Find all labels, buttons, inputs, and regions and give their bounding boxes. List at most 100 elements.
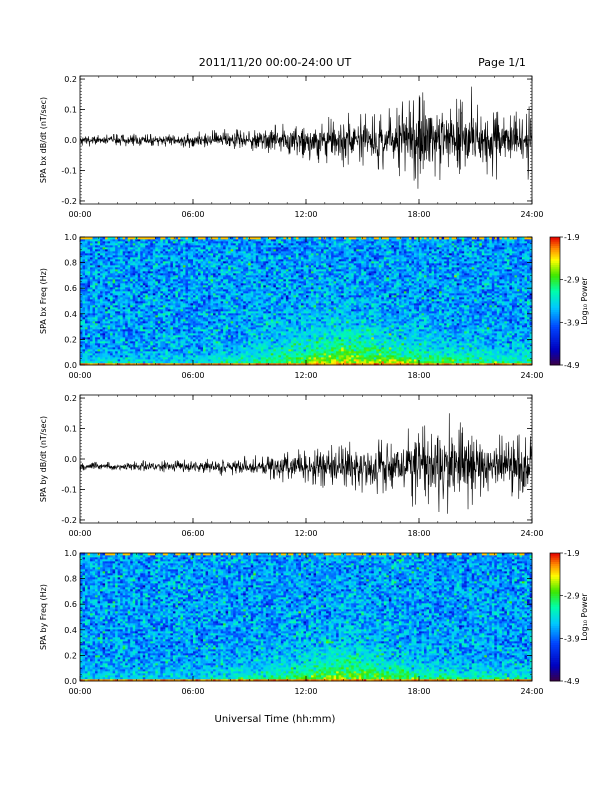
- heatmap-cell: [145, 345, 149, 348]
- heatmap-cell: [260, 323, 264, 326]
- heatmap-cell: [260, 259, 264, 262]
- heatmap-cell: [203, 257, 206, 260]
- heatmap-cell: [90, 269, 93, 272]
- heatmap-cell: [110, 357, 113, 360]
- heatmap-cell: [218, 311, 221, 314]
- heatmap-cell: [172, 267, 176, 270]
- heatmap-cell: [218, 307, 221, 310]
- heatmap-cell: [162, 269, 166, 272]
- heatmap-cell: [162, 311, 166, 314]
- heatmap-cell: [80, 343, 83, 346]
- heatmap-cell: [253, 263, 257, 266]
- heatmap-cell: [240, 251, 244, 254]
- heatmap-cell: [200, 329, 204, 332]
- heatmap-cell: [97, 359, 101, 362]
- heatmap-cell: [187, 291, 191, 294]
- heatmap-cell: [160, 237, 164, 240]
- heatmap-cell: [147, 313, 151, 316]
- heatmap-cell: [97, 239, 101, 242]
- heatmap-cell: [117, 295, 121, 298]
- heatmap-cell: [193, 337, 196, 340]
- heatmap-cell: [167, 333, 171, 336]
- heatmap-cell: [167, 337, 171, 340]
- heatmap-cell: [175, 253, 179, 256]
- heatmap-cell: [195, 285, 199, 288]
- heatmap-cell: [265, 325, 269, 328]
- heatmap-cell: [90, 285, 93, 288]
- heatmap-cell: [135, 361, 139, 364]
- heatmap-cell: [140, 273, 144, 276]
- heatmap-cell: [140, 363, 144, 366]
- heatmap-cell: [233, 255, 237, 258]
- heatmap-cell: [155, 265, 159, 268]
- heatmap-cell: [208, 247, 211, 250]
- heatmap-cell: [105, 351, 108, 354]
- heatmap-cell: [185, 307, 189, 310]
- heatmap-cell: [213, 257, 216, 260]
- heatmap-cell: [243, 341, 247, 344]
- heatmap-cell: [175, 329, 179, 332]
- heatmap-cell: [185, 337, 189, 340]
- heatmap-cell: [82, 243, 86, 246]
- heatmap-cell: [260, 327, 264, 330]
- heatmap-cell: [233, 315, 237, 318]
- heatmap-cell: [225, 343, 229, 346]
- heatmap-cell: [170, 275, 174, 278]
- heatmap-cell: [260, 249, 264, 252]
- heatmap-cell: [255, 339, 259, 342]
- heatmap-cell: [268, 319, 272, 322]
- heatmap-cell: [142, 337, 146, 340]
- heatmap-cell: [87, 267, 91, 270]
- heatmap-cell: [85, 269, 88, 272]
- heatmap-cell: [145, 327, 149, 330]
- heatmap-cell: [147, 247, 151, 250]
- heatmap-cell: [105, 281, 108, 284]
- heatmap-cell: [195, 355, 199, 358]
- heatmap-cell: [180, 309, 184, 312]
- heatmap-cell: [233, 313, 237, 316]
- heatmap-cell: [142, 309, 146, 312]
- heatmap-cell: [137, 335, 141, 338]
- heatmap-cell: [208, 261, 211, 264]
- heatmap-cell: [160, 355, 164, 358]
- heatmap-cell: [125, 351, 129, 354]
- heatmap-cell: [195, 273, 199, 276]
- heatmap-cell: [260, 349, 264, 352]
- heatmap-cell: [240, 311, 244, 314]
- heatmap-cell: [95, 273, 98, 276]
- heatmap-cell: [243, 271, 247, 274]
- heatmap-cell: [248, 331, 252, 334]
- heatmap-cell: [115, 353, 119, 356]
- heatmap-cell: [115, 361, 119, 364]
- heatmap-cell: [130, 353, 134, 356]
- heatmap-cell: [205, 327, 209, 330]
- heatmap-cell: [110, 291, 113, 294]
- heatmap-cell: [198, 303, 201, 306]
- heatmap-cell: [105, 335, 108, 338]
- heatmap-cell: [100, 329, 103, 332]
- heatmap-cell: [82, 299, 86, 302]
- heatmap-cell: [152, 283, 156, 286]
- heatmap-cell: [238, 271, 242, 274]
- heatmap-cell: [182, 237, 186, 240]
- heatmap-cell: [187, 275, 191, 278]
- heatmap-cell: [82, 349, 86, 352]
- heatmap-cell: [132, 331, 136, 334]
- heatmap-cell: [135, 311, 139, 314]
- heatmap-cell: [255, 263, 259, 266]
- heatmap-cell: [107, 281, 111, 284]
- heatmap-cell: [127, 305, 131, 308]
- heatmap-cell: [172, 285, 176, 288]
- heatmap-cell: [120, 317, 124, 320]
- heatmap-cell: [220, 287, 224, 290]
- heatmap-cell: [182, 343, 186, 346]
- heatmap-cell: [265, 341, 269, 344]
- heatmap-cell: [132, 311, 136, 314]
- heatmap-cell: [198, 351, 201, 354]
- heatmap-cell: [185, 343, 189, 346]
- heatmap-cell: [263, 243, 267, 246]
- page-title: 2011/11/20 00:00-24:00 UT: [199, 56, 352, 69]
- heatmap-cell: [225, 261, 229, 264]
- heatmap-cell: [110, 363, 113, 366]
- heatmap-cell: [258, 357, 262, 360]
